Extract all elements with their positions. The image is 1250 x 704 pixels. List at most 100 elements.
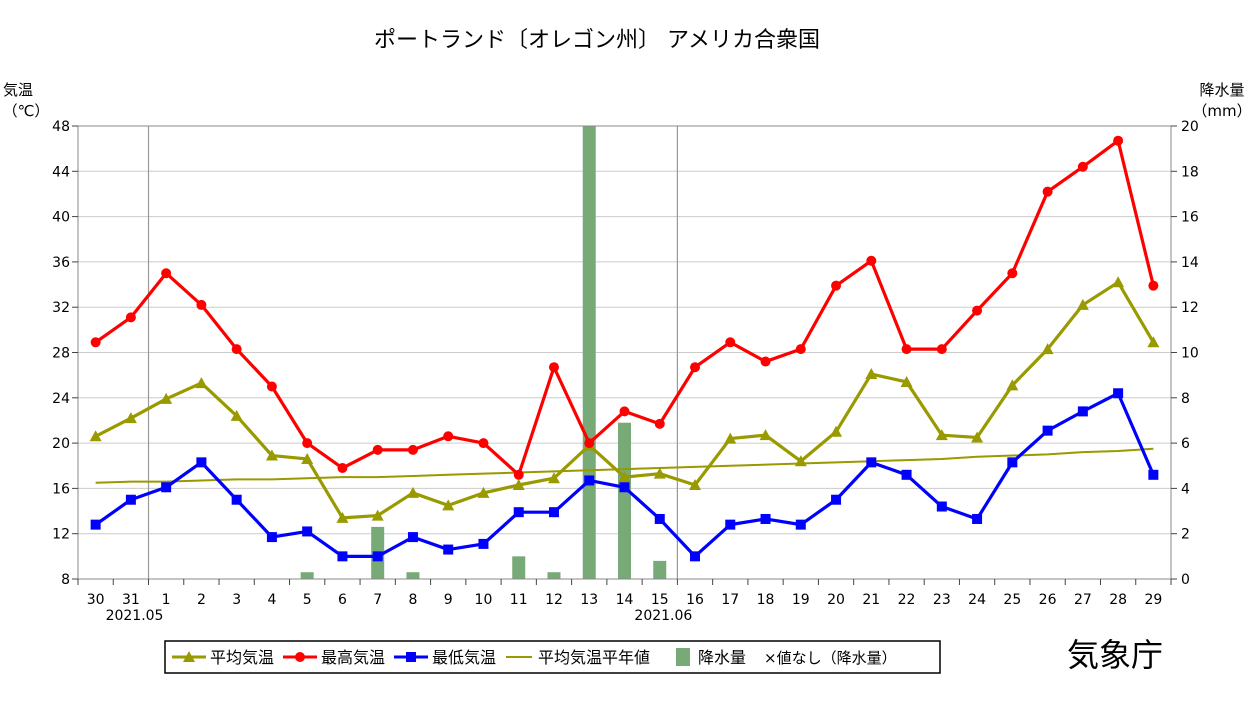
right-tick-label: 4 xyxy=(1181,481,1190,497)
series-marker-2 xyxy=(1007,457,1018,468)
day-label: 7 xyxy=(373,592,382,608)
series-marker-0 xyxy=(830,425,843,437)
series-marker-2 xyxy=(125,494,136,505)
legend-label: 最低気温 xyxy=(432,648,496,667)
series-lines xyxy=(89,135,1160,562)
left-tick-label: 24 xyxy=(52,391,70,407)
right-tick-label: 20 xyxy=(1181,119,1199,135)
series-marker-0 xyxy=(89,430,102,442)
series-marker-2 xyxy=(1113,388,1124,399)
day-label: 25 xyxy=(1003,592,1021,608)
day-label: 29 xyxy=(1144,592,1162,608)
series-marker-1 xyxy=(90,337,101,348)
precip-bar xyxy=(406,572,420,579)
series-marker-1 xyxy=(161,268,172,279)
series-marker-2 xyxy=(725,519,736,530)
series-marker-2 xyxy=(196,457,207,468)
series-marker-1 xyxy=(936,344,947,355)
series-marker-2 xyxy=(1077,406,1088,417)
series-marker-2 xyxy=(1042,425,1053,436)
right-tick-label: 18 xyxy=(1181,164,1199,180)
precip-bar xyxy=(512,556,526,579)
legend-label: ×値なし（降水量） xyxy=(764,649,897,667)
series-marker-2 xyxy=(266,532,277,543)
right-tick-label: 8 xyxy=(1181,391,1190,407)
series-marker-1 xyxy=(619,406,630,417)
series-marker-0 xyxy=(547,472,560,484)
series-marker-0 xyxy=(477,486,490,498)
series-marker-2 xyxy=(372,551,383,562)
series-marker-2 xyxy=(443,544,454,555)
day-label: 22 xyxy=(898,592,916,608)
precip-bar xyxy=(582,126,596,579)
day-label: 28 xyxy=(1109,592,1127,608)
series-marker-1 xyxy=(1077,161,1088,172)
precip-bar xyxy=(653,560,667,579)
day-label: 1 xyxy=(162,592,171,608)
series-marker-2 xyxy=(1148,469,1159,480)
left-tick-label: 32 xyxy=(52,300,70,316)
day-label: 18 xyxy=(757,592,775,608)
series-marker-0 xyxy=(759,429,772,441)
series-marker-2 xyxy=(478,538,489,549)
series-marker-1 xyxy=(972,305,983,316)
series-marker-0 xyxy=(1041,343,1054,355)
day-label: 10 xyxy=(475,592,493,608)
day-label: 17 xyxy=(721,592,739,608)
series-marker-1 xyxy=(478,438,489,449)
series-marker-1 xyxy=(231,344,242,355)
left-axis-label-line1: 気温 xyxy=(3,81,33,99)
left-axis-label-line2: （℃） xyxy=(3,102,50,120)
precip-bar xyxy=(547,572,561,579)
series-marker-0 xyxy=(653,467,666,479)
series-marker-2 xyxy=(619,482,630,493)
day-label: 16 xyxy=(686,592,704,608)
series-marker-2 xyxy=(831,494,842,505)
series-marker-1 xyxy=(443,431,454,442)
day-label: 15 xyxy=(651,592,669,608)
right-tick-label: 14 xyxy=(1181,255,1199,271)
right-tick-label: 6 xyxy=(1181,436,1190,452)
left-tick-label: 40 xyxy=(52,210,70,226)
series-marker-1 xyxy=(266,381,277,392)
series-marker-1 xyxy=(407,444,418,455)
series-marker-2 xyxy=(936,501,947,512)
day-label: 27 xyxy=(1074,592,1092,608)
series-marker-0 xyxy=(1076,298,1089,310)
series-marker-0 xyxy=(971,431,984,443)
precip-bar xyxy=(618,422,631,579)
right-tick-label: 0 xyxy=(1181,572,1190,588)
series-marker-2 xyxy=(795,519,806,530)
day-label: 5 xyxy=(303,592,312,608)
series-marker-0 xyxy=(301,452,314,464)
series-marker-2 xyxy=(302,526,313,537)
source-label: 気象庁 xyxy=(1067,636,1163,674)
series-marker-0 xyxy=(442,499,455,511)
series-marker-0 xyxy=(1112,276,1125,288)
series-marker-2 xyxy=(231,494,242,505)
left-tick-label: 20 xyxy=(52,436,70,452)
right-tick-label: 2 xyxy=(1181,527,1190,543)
day-label: 4 xyxy=(267,592,276,608)
series-marker-1 xyxy=(513,469,524,480)
legend-label: 平均気温平年値 xyxy=(538,648,650,667)
series-marker-2 xyxy=(513,507,524,518)
series-marker-0 xyxy=(618,471,631,483)
series-marker-1 xyxy=(548,362,559,373)
series-marker-1 xyxy=(901,344,912,355)
right-tick-label: 10 xyxy=(1181,346,1199,362)
series-marker-2 xyxy=(866,457,877,468)
day-label: 11 xyxy=(510,592,528,608)
legend-swatch-marker xyxy=(295,652,305,662)
series-marker-1 xyxy=(760,356,771,367)
day-label: 19 xyxy=(792,592,810,608)
day-label: 24 xyxy=(968,592,986,608)
series-marker-0 xyxy=(900,375,913,387)
left-tick-label: 28 xyxy=(52,346,70,362)
day-label: 6 xyxy=(338,592,347,608)
day-label: 21 xyxy=(862,592,880,608)
left-tick-label: 8 xyxy=(61,572,70,588)
series-marker-1 xyxy=(1007,268,1018,279)
series-marker-2 xyxy=(337,551,348,562)
